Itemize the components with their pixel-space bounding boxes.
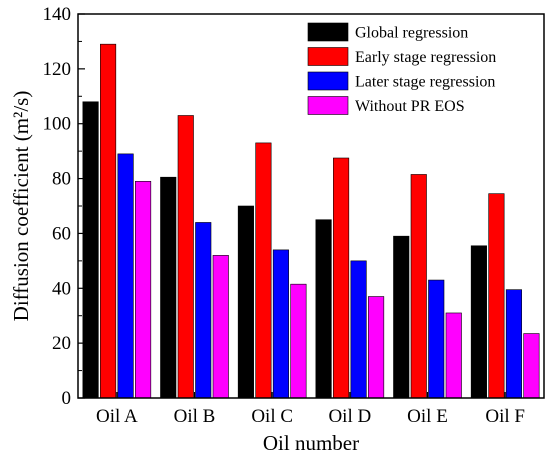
y-tick-label: 120 bbox=[43, 59, 72, 80]
y-tick-label: 20 bbox=[52, 333, 71, 354]
x-tick-label: Oil C bbox=[251, 406, 293, 427]
bar-2-6 bbox=[488, 193, 505, 399]
x-tick-label: Oil F bbox=[485, 406, 525, 427]
legend-swatch-3 bbox=[307, 71, 349, 91]
x-tick-label: Oil D bbox=[328, 406, 371, 427]
bar-4-6 bbox=[523, 333, 540, 399]
bar-3-2 bbox=[195, 222, 212, 399]
bar-4-4 bbox=[368, 296, 385, 399]
bar-4-3 bbox=[290, 283, 307, 399]
legend: Global regression Early stage regression L… bbox=[307, 22, 496, 115]
legend-label-3: Later stage regression bbox=[355, 74, 495, 91]
x-tick-label: Oil E bbox=[407, 406, 448, 427]
legend-swatch-4 bbox=[307, 96, 349, 115]
y-axis-title: Diffusion coefficient (m²/s) bbox=[9, 91, 33, 322]
x-axis-title: Oil number bbox=[263, 431, 359, 455]
bar-2-3 bbox=[255, 142, 272, 399]
legend-swatch-1 bbox=[307, 22, 349, 42]
y-tick-label: 60 bbox=[52, 223, 71, 244]
bar-3-6 bbox=[505, 289, 522, 399]
y-tick-label: 140 bbox=[43, 4, 72, 25]
bar-4-2 bbox=[212, 255, 229, 399]
bar-2-1 bbox=[100, 43, 117, 399]
bar-2-2 bbox=[177, 115, 194, 399]
bar-1-1 bbox=[82, 101, 99, 399]
bar-3-3 bbox=[272, 249, 289, 399]
legend-swatch-2 bbox=[307, 47, 349, 66]
y-tick-label: 100 bbox=[43, 114, 72, 135]
legend-label-2: Early stage regression bbox=[355, 49, 496, 66]
axis-ticks bbox=[78, 13, 506, 399]
bar-1-6 bbox=[470, 245, 487, 399]
bar-1-4 bbox=[315, 219, 332, 399]
y-tick-label: 40 bbox=[52, 278, 71, 299]
bar-4-1 bbox=[135, 181, 152, 399]
bar-1-2 bbox=[160, 176, 177, 399]
bars bbox=[82, 43, 540, 399]
bar-3-5 bbox=[428, 279, 445, 399]
y-tick-label: 80 bbox=[52, 169, 71, 190]
tick-labels: Oil A Oil B Oil C Oil D Oil E Oil F 0 20 40 60 80 1… bbox=[43, 4, 525, 427]
legend-label-1: Global regression bbox=[355, 25, 468, 42]
y-tick-label: 0 bbox=[62, 388, 72, 409]
bar-1-5 bbox=[393, 235, 410, 399]
bar-3-1 bbox=[117, 153, 134, 399]
bar-2-4 bbox=[333, 157, 350, 399]
x-tick-label: Oil A bbox=[96, 406, 138, 427]
bar-2-5 bbox=[410, 174, 427, 399]
x-tick-label: Oil B bbox=[174, 406, 216, 427]
bar-3-4 bbox=[350, 260, 367, 399]
bar-4-5 bbox=[445, 312, 462, 399]
bar-1-3 bbox=[237, 205, 254, 399]
legend-label-4: Without PR EOS bbox=[355, 98, 465, 115]
